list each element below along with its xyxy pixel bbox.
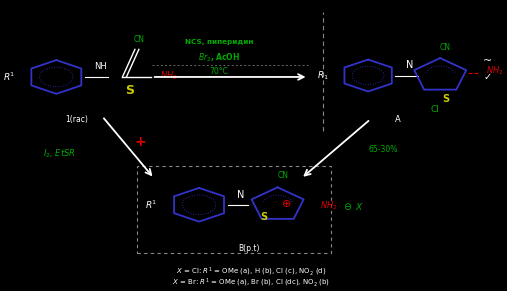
Text: $X$: $X$ (355, 201, 364, 212)
Text: $Br_2$, AcOH: $Br_2$, AcOH (198, 52, 240, 64)
Text: NH: NH (94, 62, 106, 71)
Text: $NH_2$: $NH_2$ (486, 65, 504, 77)
Text: 1(rac): 1(rac) (65, 115, 88, 124)
Text: $R_1$: $R_1$ (316, 69, 329, 82)
Text: $NH_2$: $NH_2$ (320, 200, 338, 212)
Text: 65-30%: 65-30% (369, 145, 397, 154)
Text: $X$ = Cl: $R^1$ = OMe (a), H (b), Cl (c), NO$_2$ (d): $X$ = Cl: $R^1$ = OMe (a), H (b), Cl (c)… (176, 265, 327, 278)
Text: S: S (125, 84, 134, 97)
Text: Cl: Cl (431, 104, 440, 113)
Text: $NH_2$: $NH_2$ (160, 69, 177, 82)
Text: $X$ = Br: $R^1$ = OMe (a), Br (b), Cl (dc), NO$_2$ (b): $X$ = Br: $R^1$ = OMe (a), Br (b), Cl (d… (172, 277, 331, 289)
Text: $\checkmark$: $\checkmark$ (483, 70, 492, 81)
Text: $\oplus$: $\oplus$ (281, 198, 291, 209)
Text: B(p.t): B(p.t) (238, 244, 260, 253)
Text: ~: ~ (483, 56, 492, 66)
Text: CN: CN (133, 35, 144, 44)
Text: S: S (261, 212, 268, 222)
Text: N: N (237, 189, 244, 200)
Text: CN: CN (440, 43, 451, 52)
Text: $R^1$: $R^1$ (3, 71, 15, 83)
Text: NCS, пиперидин: NCS, пиперидин (185, 39, 253, 45)
Text: CN: CN (278, 171, 289, 180)
Text: $\ominus$: $\ominus$ (343, 201, 352, 212)
Text: $R^1$: $R^1$ (146, 198, 158, 211)
Text: +: + (135, 135, 147, 149)
Text: 70°C: 70°C (209, 67, 228, 76)
Text: A: A (395, 115, 401, 124)
Text: $I_2$, EtSR: $I_2$, EtSR (44, 148, 76, 160)
Text: S: S (443, 94, 450, 104)
Text: N: N (406, 60, 413, 70)
